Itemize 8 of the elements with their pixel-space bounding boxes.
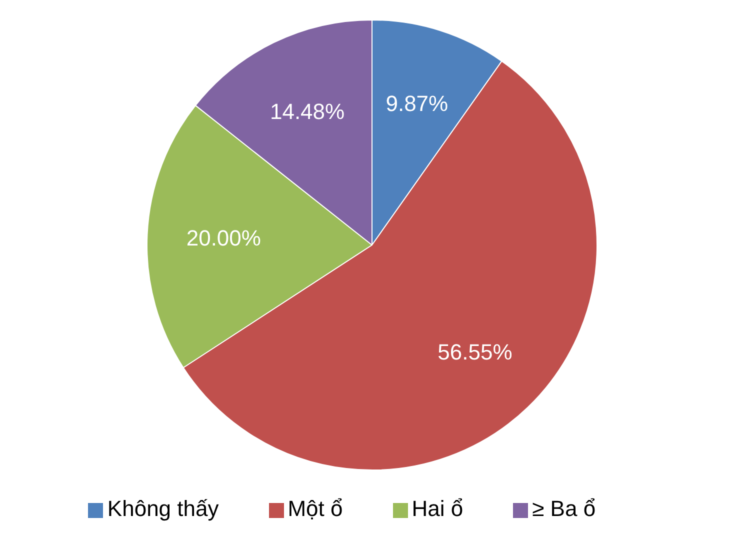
data-label: 20.00% xyxy=(186,226,261,251)
data-label: 9.87% xyxy=(386,90,448,116)
data-label: 56.55% xyxy=(438,339,512,364)
legend-label: Một ổ xyxy=(288,496,343,521)
legend-label: Không thấy xyxy=(107,496,219,521)
data-label: 14.48% xyxy=(270,98,345,124)
legend-label: ≥ Ba ổ xyxy=(532,496,596,521)
legend-label: Hai ổ xyxy=(412,496,464,521)
